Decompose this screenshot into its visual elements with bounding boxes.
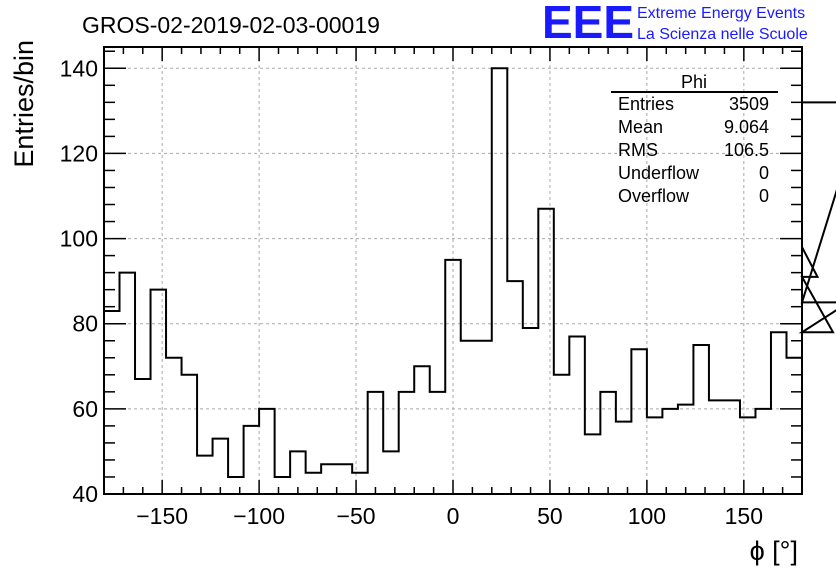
histogram-series bbox=[104, 67, 836, 478]
x-tick-label: −50 bbox=[337, 503, 376, 529]
stats-label: Underflow bbox=[618, 163, 700, 183]
y-tick-label: 40 bbox=[72, 481, 98, 507]
stats-value: 0 bbox=[759, 186, 769, 206]
grid-lines bbox=[104, 47, 802, 495]
stats-value: 0 bbox=[759, 163, 769, 183]
x-tick-label: 50 bbox=[537, 503, 563, 529]
stats-value: 9.064 bbox=[724, 117, 769, 137]
stats-box: Phi Entries 3509 Mean 9.064 RMS 106.5 Underflo… bbox=[611, 72, 778, 206]
y-tick-label: 60 bbox=[72, 396, 98, 422]
chart-title: GROS-02-2019-02-03-00019 bbox=[82, 12, 380, 38]
y-tick-label: 100 bbox=[60, 226, 98, 252]
logo-line-1: Extreme Energy Events bbox=[637, 5, 805, 22]
y-axis-title: Entries/bin bbox=[9, 40, 39, 168]
y-tick-label: 140 bbox=[60, 55, 98, 81]
x-tick-label: 0 bbox=[447, 503, 460, 529]
x-tick-labels: −150 −100 −50 0 50 100 150 bbox=[136, 503, 763, 529]
logo-mark: EEE bbox=[542, 0, 634, 48]
stats-label: Entries bbox=[618, 94, 674, 114]
eee-logo: EEE Extreme Energy Events La Scienza nel… bbox=[542, 0, 808, 48]
x-tick-label: 150 bbox=[725, 503, 763, 529]
y-tick-labels: 40 60 80 100 120 140 bbox=[60, 55, 98, 507]
stats-label: Overflow bbox=[618, 186, 690, 206]
stats-title: Phi bbox=[681, 72, 707, 92]
x-axis-title: ϕ [°] bbox=[750, 536, 798, 566]
stats-label: Mean bbox=[618, 117, 663, 137]
logo-line-2: La Scienza nelle Scuole bbox=[637, 26, 808, 43]
stats-value: 106.5 bbox=[724, 140, 769, 160]
y-tick-label: 120 bbox=[60, 140, 98, 166]
stats-rows: Entries 3509 Mean 9.064 RMS 106.5 Underflow 0 Ov… bbox=[618, 94, 769, 206]
y-tick-label: 80 bbox=[72, 311, 98, 337]
x-tick-label: 100 bbox=[628, 503, 666, 529]
stats-value: 3509 bbox=[729, 94, 769, 114]
x-tick-label: −100 bbox=[233, 503, 285, 529]
stats-label: RMS bbox=[618, 140, 658, 160]
x-tick-label: −150 bbox=[136, 503, 188, 529]
plot-frame bbox=[103, 46, 803, 495]
